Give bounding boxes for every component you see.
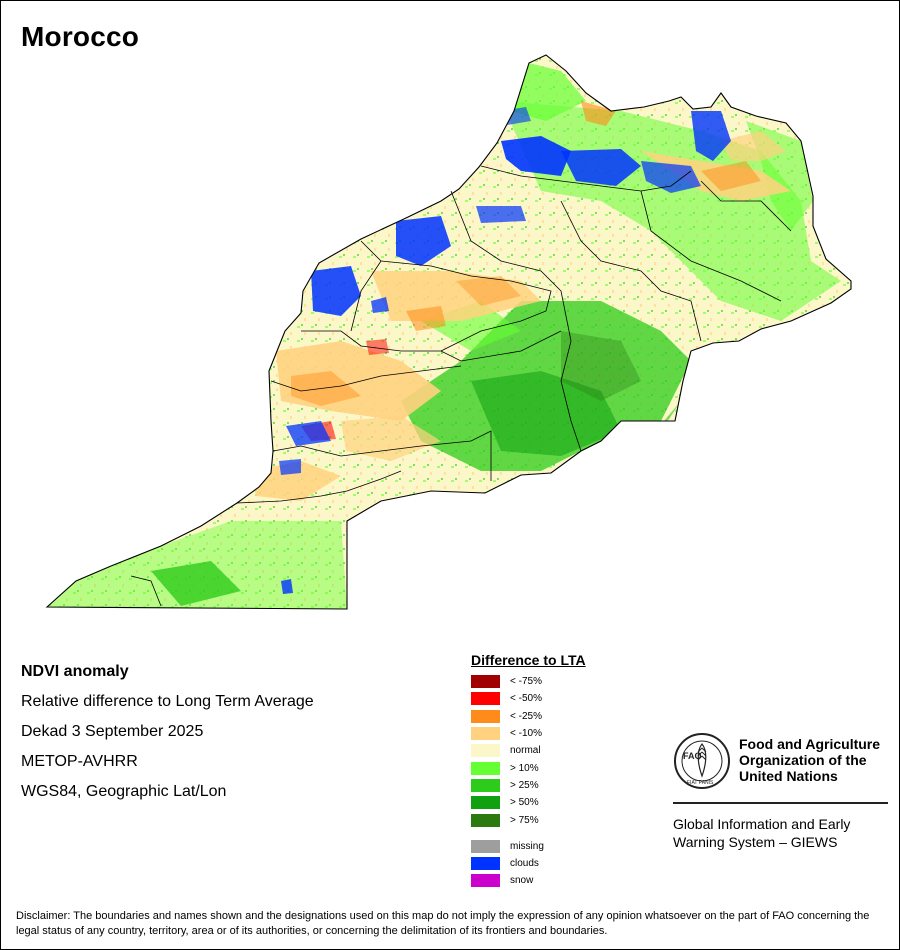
admin-boundaries [130,165,792,607]
legend-swatch [471,874,500,888]
product-projection: WGS84, Geographic Lat/Lon [21,783,227,800]
fao-logo-icon: FAO FIAT PANIS [674,733,730,789]
legend-label: normal [510,745,541,757]
legend-swatch [471,761,500,775]
legend-item: > 10% [471,759,586,776]
fao-name: Food and Agriculture Organization of the… [739,736,881,784]
map-info: NDVI anomaly Relative difference to Long… [21,657,314,807]
legend-item: snow [471,872,586,889]
product-heading: NDVI anomaly [21,663,129,680]
country-outline [45,54,852,610]
legend-extra-classes: missing clouds snow [471,838,586,890]
legend-label: < -25% [510,710,542,722]
legend-label: > 10% [510,762,539,774]
legend-swatch [471,813,500,827]
legend-item: > 50% [471,794,586,811]
legend-swatch [471,839,500,853]
legend-item: > 75% [471,811,586,828]
legend-swatch [471,778,500,792]
legend-label: < -10% [510,728,542,740]
product-period: Dekad 3 September 2025 [21,723,204,740]
legend-swatch [471,744,500,758]
disclaimer: Disclaimer: The boundaries and names sho… [16,910,870,937]
legend-label: > 25% [510,779,539,791]
legend-label: < -75% [510,676,542,688]
legend-item: missing [471,838,586,855]
legend-item: < -75% [471,673,586,690]
legend-item: clouds [471,855,586,872]
legend-label: > 75% [510,814,539,826]
anomaly-raster [47,55,851,609]
legend-classes: < -75% < -50% < -25% < -10% normal > 10% > 25%… [471,673,586,829]
divider [673,802,888,804]
product-sensor: METOP-AVHRR [21,753,138,770]
legend-label: < -50% [510,693,542,705]
product-description: Relative difference to Long Term Average [21,693,314,710]
map-title: Morocco [21,21,140,52]
legend-item: > 25% [471,777,586,794]
giews-name: Global Information and Early Warning Sys… [673,816,851,850]
ndvi-anomaly-map [45,54,852,610]
legend-swatch [471,709,500,723]
legend-item: < -10% [471,725,586,742]
fao-logo-motto: FIAT PANIS [687,780,714,786]
fao-logo-letters: FAO [683,751,702,761]
legend-item: < -50% [471,690,586,707]
legend-swatch [471,796,500,810]
legend-label: snow [510,875,534,887]
legend-label: clouds [510,858,539,870]
legend-item: < -25% [471,708,586,725]
legend-label: missing [510,840,544,852]
legend-swatch [471,692,500,706]
legend-label: > 50% [510,797,539,809]
legend: Difference to LTA < -75% < -50% < -25% < -1… [471,652,586,890]
legend-swatch [471,675,500,689]
legend-swatch [471,857,500,871]
legend-item: normal [471,742,586,759]
legend-swatch [471,727,500,741]
legend-title: Difference to LTA [471,652,586,668]
